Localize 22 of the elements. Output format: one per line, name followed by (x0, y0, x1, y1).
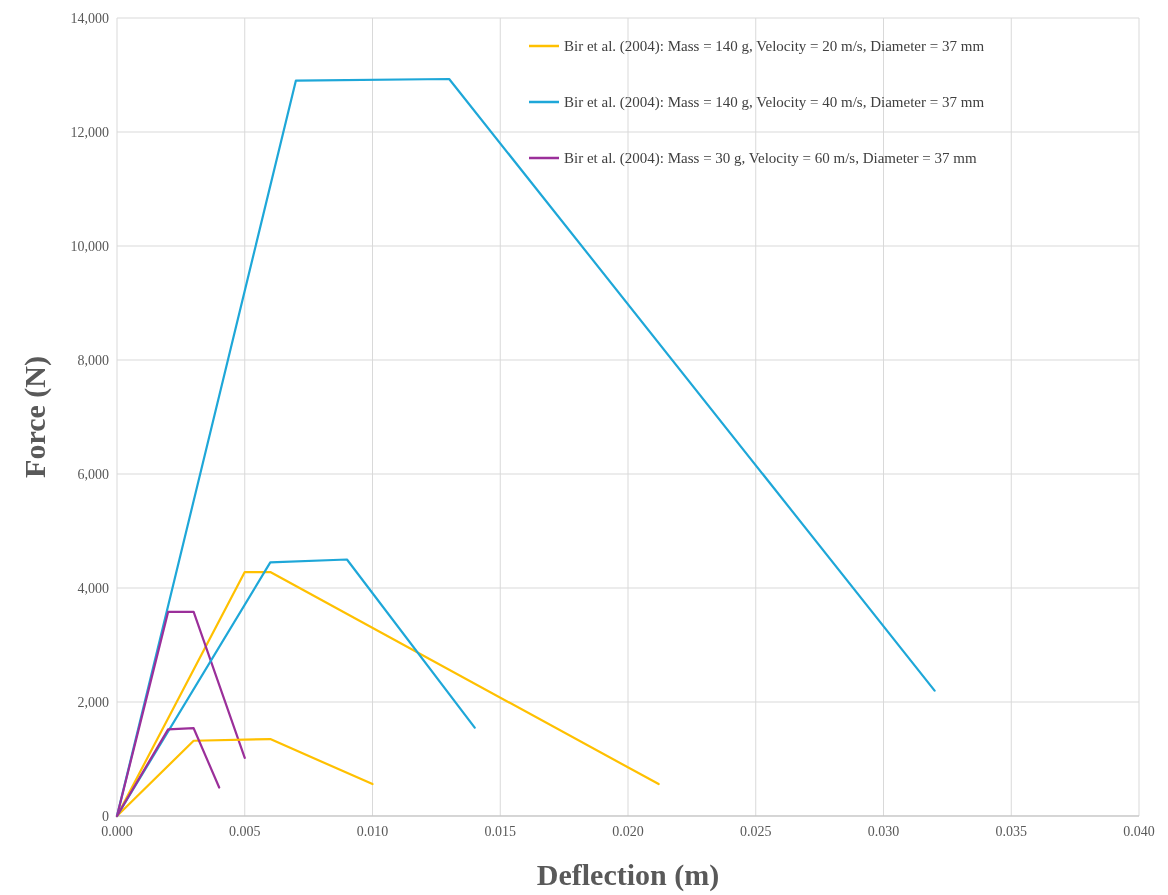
y-tick-label: 10,000 (70, 239, 109, 254)
legend-label: Bir et al. (2004): Mass = 140 g, Velocity = 20 m/s, Diameter = 37 mm (564, 38, 985, 55)
x-tick-label: 0.010 (356, 824, 389, 839)
y-tick-label: 0 (102, 809, 109, 824)
y-tick-label: 14,000 (70, 11, 109, 26)
x-tick-label: 0.005 (229, 824, 261, 839)
x-tick-label: 0.020 (612, 824, 644, 839)
x-tick-label: 0.000 (101, 824, 133, 839)
y-axis-title: Force (N) (18, 356, 52, 478)
x-axis-title: Deflection (m) (536, 858, 720, 892)
y-tick-label: 6,000 (77, 467, 109, 482)
x-tick-label: 0.030 (867, 824, 900, 839)
legend-label: Bir et al. (2004): Mass = 30 g, Velocity = 60 m/s, Diameter = 37 mm (564, 150, 977, 167)
y-tick-label: 4,000 (77, 581, 109, 596)
y-tick-label: 12,000 (70, 125, 109, 140)
x-tick-label: 0.025 (740, 824, 772, 839)
x-tick-label: 0.040 (1123, 824, 1155, 839)
legend-label: Bir et al. (2004): Mass = 140 g, Velocity = 40 m/s, Diameter = 37 mm (564, 94, 985, 111)
y-tick-label: 8,000 (77, 353, 109, 368)
x-tick-label: 0.035 (995, 824, 1027, 839)
y-tick-label: 2,000 (77, 695, 109, 710)
x-tick-label: 0.015 (484, 824, 516, 839)
